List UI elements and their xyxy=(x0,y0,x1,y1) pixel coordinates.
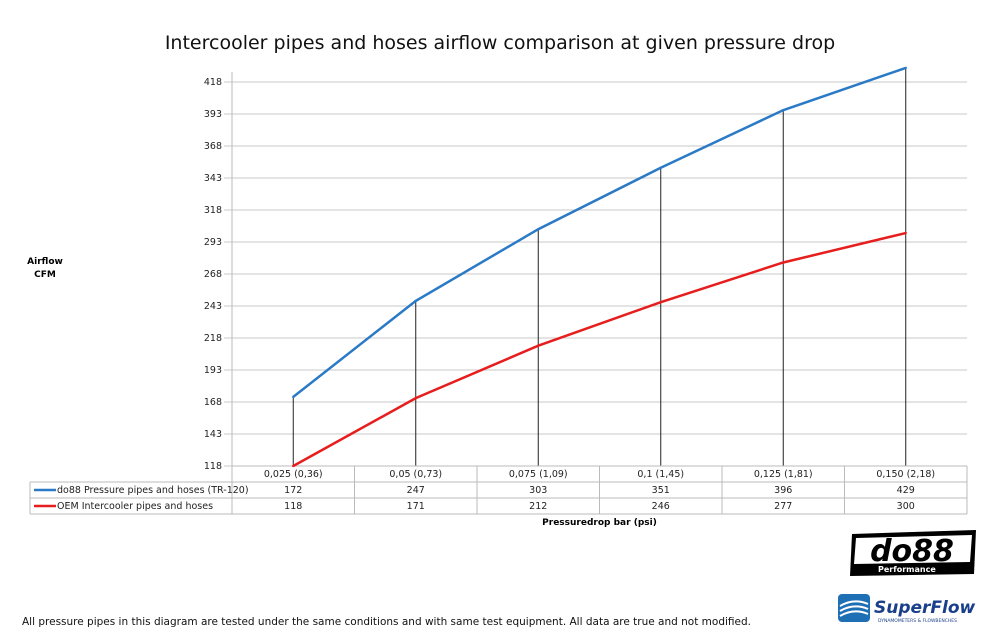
data-point xyxy=(292,464,295,468)
y-tick-label: 418 xyxy=(204,77,222,88)
y-tick-label: 143 xyxy=(204,429,222,440)
data-point xyxy=(414,396,417,400)
data-point xyxy=(537,228,540,231)
data-point xyxy=(659,300,662,304)
table-value: 429 xyxy=(897,485,915,496)
x-axis-label: Pressuredrop bar (psi) xyxy=(542,518,657,528)
y-tick-label: 368 xyxy=(204,141,222,152)
x-tick-label: 0,05 (0,73) xyxy=(389,469,442,480)
y-label-line: Airflow xyxy=(27,257,63,267)
x-tick-label: 0,125 (1,81) xyxy=(754,469,813,480)
table-value: 118 xyxy=(284,501,302,512)
y-tick-label: 168 xyxy=(204,397,222,408)
chart-title: Intercooler pipes and hoses airflow comp… xyxy=(164,32,836,54)
data-point xyxy=(659,166,662,169)
x-tick-label: 0,150 (2,18) xyxy=(876,469,935,480)
data-point xyxy=(292,395,295,399)
y-tick-label: 318 xyxy=(204,205,222,216)
table-value: 351 xyxy=(652,485,670,496)
y-tick-label: 343 xyxy=(204,173,222,184)
table-value: 396 xyxy=(774,485,792,496)
legend-label: do88 Pressure pipes and hoses (TR-120) xyxy=(57,485,249,496)
superflow-logo: SuperFlow DYNAMOMETERS & FLOWBENCHES xyxy=(836,592,996,626)
data-point xyxy=(414,299,417,303)
series-line xyxy=(292,231,907,468)
x-tick-label: 0,1 (1,45) xyxy=(637,469,684,480)
data-point xyxy=(782,261,785,264)
x-tick-label: 0,075 (1,09) xyxy=(509,469,568,480)
do88-logo: do88 Performance xyxy=(848,528,978,578)
legend-label: OEM Intercooler pipes and hoses xyxy=(57,501,213,512)
table-value: 171 xyxy=(407,501,425,512)
x-tick-label: 0,025 (0,36) xyxy=(264,469,323,480)
svg-text:DYNAMOMETERS & FLOWBENCHES: DYNAMOMETERS & FLOWBENCHES xyxy=(878,618,957,624)
footer-note: All pressure pipes in this diagram are t… xyxy=(22,616,751,628)
table-value: 212 xyxy=(529,501,547,512)
data-point xyxy=(782,108,785,112)
table-value: 303 xyxy=(529,485,547,496)
data-point xyxy=(904,231,907,235)
table-value: 247 xyxy=(407,485,425,496)
y-axis-label: Airflow CFM xyxy=(20,256,70,282)
y-tick-label: 193 xyxy=(204,365,222,376)
y-tick-label: 268 xyxy=(204,269,222,280)
table-value: 172 xyxy=(284,485,302,496)
y-tick-label: 393 xyxy=(204,109,222,120)
y-tick-label: 118 xyxy=(204,461,222,472)
y-tick-label: 293 xyxy=(204,237,222,248)
table-value: 246 xyxy=(652,501,670,512)
svg-text:Performance: Performance xyxy=(878,565,936,574)
y-label-line: CFM xyxy=(34,270,56,280)
series-line xyxy=(292,66,907,398)
table-value: 277 xyxy=(774,501,792,512)
svg-text:SuperFlow: SuperFlow xyxy=(874,598,976,618)
svg-text:do88: do88 xyxy=(870,534,954,569)
data-point xyxy=(537,344,540,347)
table-value: 300 xyxy=(897,501,915,512)
y-tick-label: 218 xyxy=(204,333,222,344)
y-tick-label: 243 xyxy=(204,301,222,312)
data-point xyxy=(904,66,907,70)
